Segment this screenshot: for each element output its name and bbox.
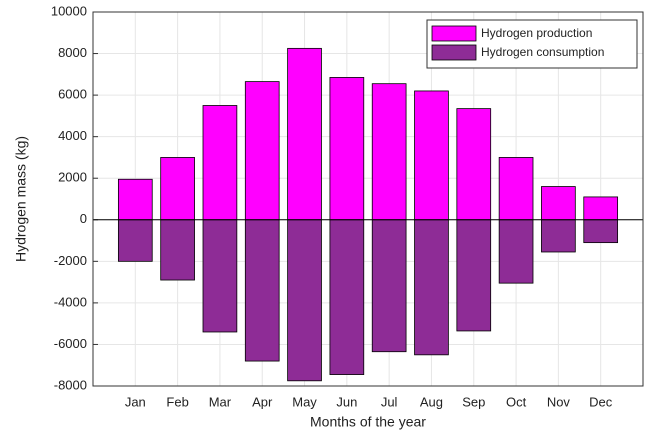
x-axis-label: Months of the year <box>310 414 426 430</box>
bar <box>541 219 576 253</box>
y-tick-label: 2000 <box>58 170 87 185</box>
bar <box>541 186 576 221</box>
bar <box>414 90 449 221</box>
bar <box>371 83 407 221</box>
x-tick-label: Dec <box>589 394 613 409</box>
x-tick-label: Jan <box>125 394 146 409</box>
y-axis-label: Hydrogen mass (kg) <box>13 136 29 262</box>
legend-label: Hydrogen consumption <box>481 45 604 59</box>
bar <box>371 219 407 353</box>
bar <box>456 219 492 332</box>
x-tick-label: Feb <box>166 394 188 409</box>
bar <box>498 219 534 284</box>
y-tick-label: 4000 <box>58 128 87 143</box>
x-tick-label: May <box>292 394 317 409</box>
x-tick-label: Mar <box>209 394 232 409</box>
y-tick-label: 0 <box>80 211 87 226</box>
y-tick-label: 10000 <box>51 3 87 18</box>
bar <box>329 77 365 221</box>
bar <box>583 196 619 221</box>
bar <box>117 178 153 221</box>
y-tick-label: -8000 <box>54 377 87 392</box>
bar <box>202 219 238 333</box>
x-tick-label: Aug <box>420 394 443 409</box>
bar <box>244 219 280 362</box>
y-tick-label: 8000 <box>58 45 87 60</box>
x-tick-label: Apr <box>252 394 273 409</box>
bar <box>117 219 153 262</box>
legend-swatch <box>431 25 477 42</box>
bar <box>160 157 195 221</box>
y-tick-label: -4000 <box>54 294 87 309</box>
y-tick-label: -2000 <box>54 253 87 268</box>
y-tick-label: 6000 <box>58 87 87 102</box>
bar <box>287 47 322 221</box>
y-tick-label: -6000 <box>54 336 87 351</box>
x-tick-label: Oct <box>506 394 527 409</box>
bar <box>202 105 238 221</box>
legend-label: Hydrogen production <box>481 26 592 40</box>
bar <box>160 219 195 281</box>
bar <box>583 219 619 244</box>
bar <box>329 219 365 375</box>
x-tick-label: Sep <box>462 394 485 409</box>
x-tick-label: Jun <box>336 394 357 409</box>
plot-frame <box>92 11 644 387</box>
bar <box>498 157 534 221</box>
legend-swatch <box>431 44 477 61</box>
bar <box>287 219 322 382</box>
bar <box>414 219 449 356</box>
x-tick-label: Nov <box>547 394 571 409</box>
x-tick-label: Jul <box>381 394 398 409</box>
bar <box>244 81 280 221</box>
bar <box>456 108 492 221</box>
